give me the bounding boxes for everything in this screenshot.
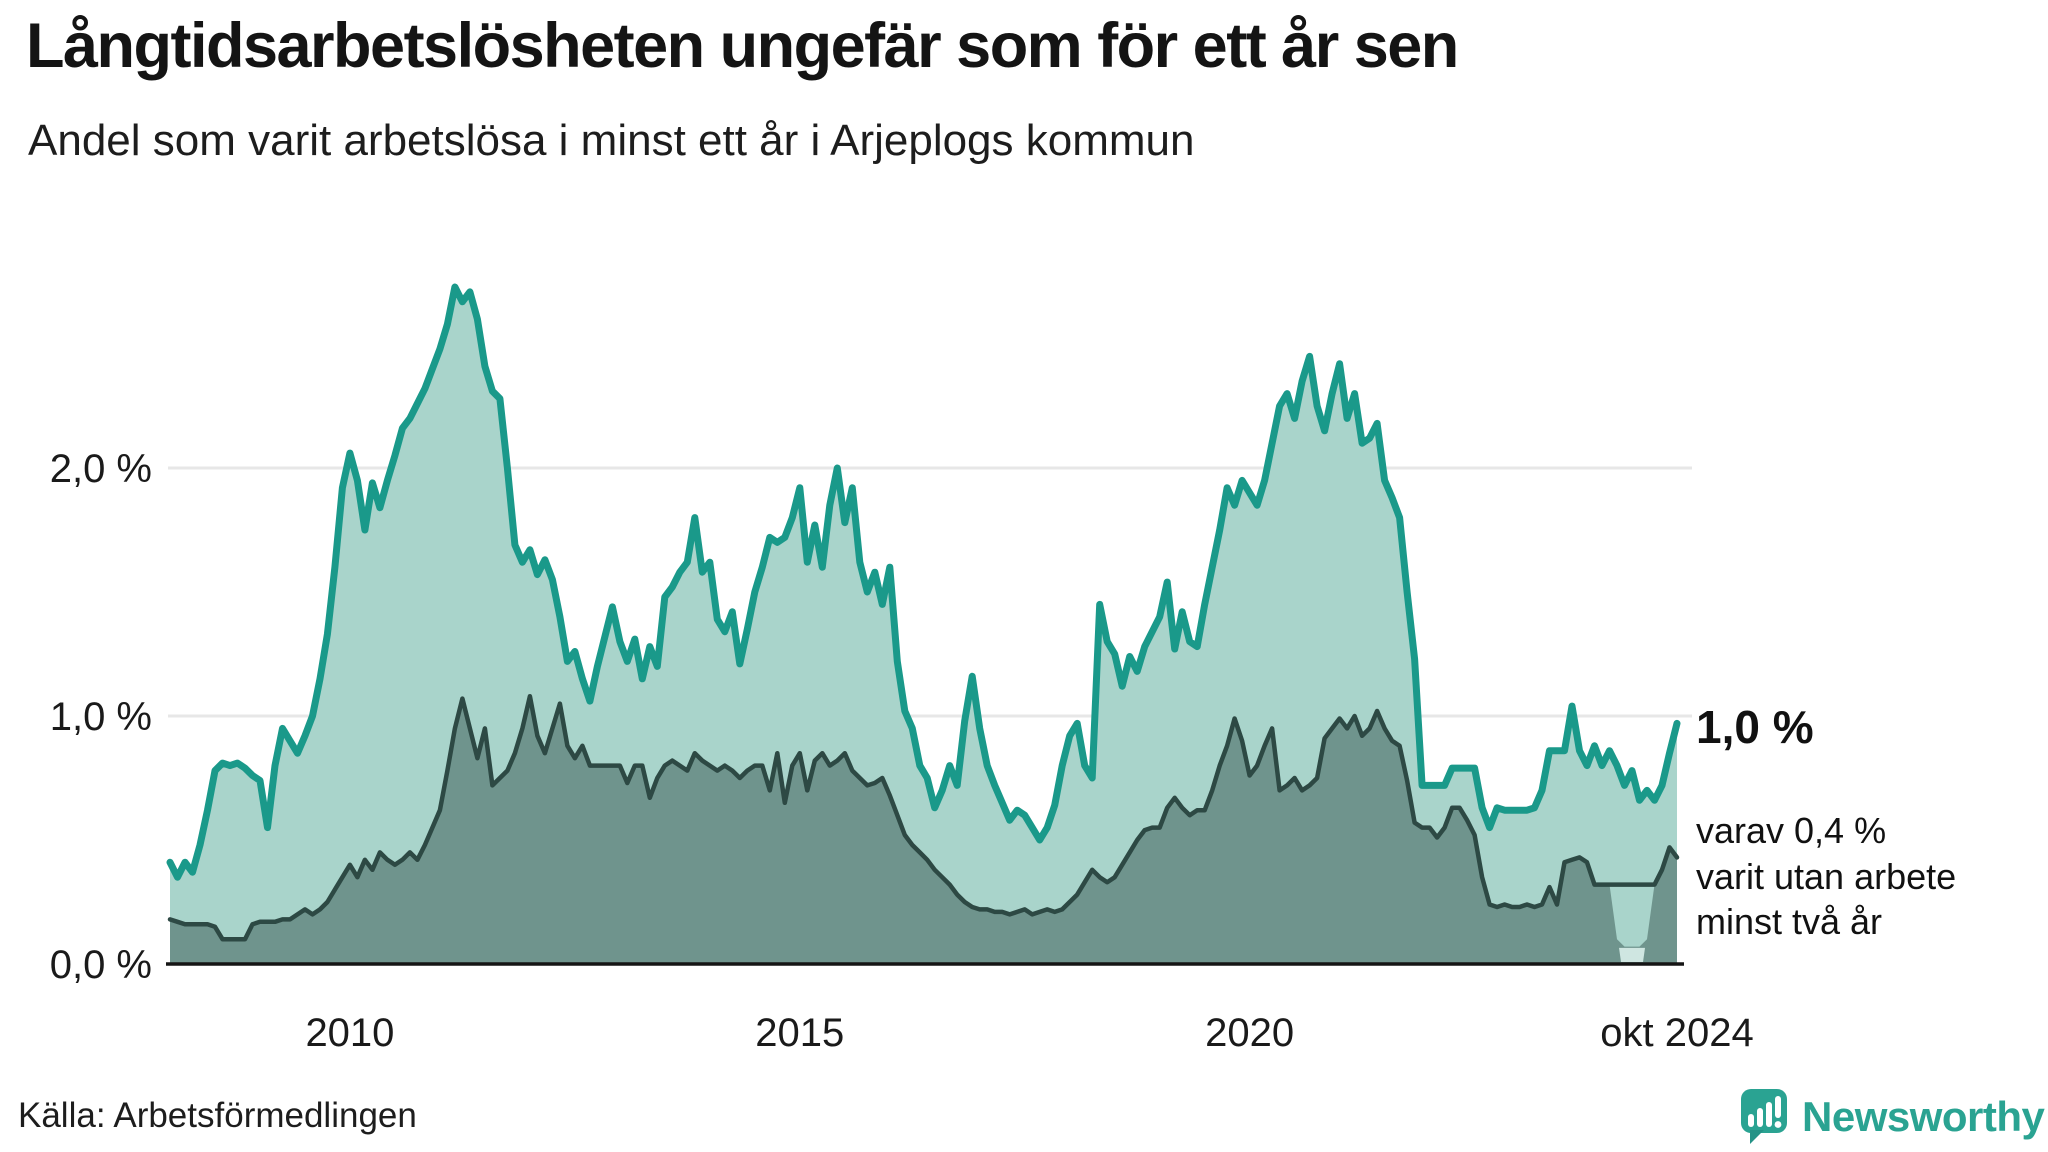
newsworthy-logo: Newsworthy [1740, 1088, 2045, 1146]
source-credit: Källa: Arbetsförmedlingen [18, 1096, 417, 1135]
x-tick-label: 2015 [755, 1011, 844, 1055]
x-tick-label: 2010 [305, 1011, 394, 1055]
y-tick-label: 2,0 % [50, 447, 152, 491]
two-year-line [167, 693, 1680, 942]
two-year-area-fill [170, 696, 1677, 964]
latest-value-label: 1,0 % [1696, 701, 1814, 753]
newsworthy-logo-text: Newsworthy [1802, 1093, 2045, 1140]
y-tick-label: 1,0 % [50, 695, 152, 739]
page-title: Långtidsarbetslösheten ungefär som för e… [26, 11, 1459, 81]
two-year-annotation: varav 0,4 % varit utan arbete minst två … [1696, 810, 1957, 943]
page-subtitle: Andel som varit arbetslösa i minst ett å… [28, 116, 1195, 165]
data-gap-notch [1619, 947, 1646, 962]
y-tick-label: 0,0 % [50, 943, 152, 987]
x-tick-label: 2020 [1205, 1011, 1294, 1055]
x-tick-label: okt 2024 [1600, 1011, 1753, 1055]
total-line [166, 283, 1681, 881]
newsworthy-logo-icon [1741, 1089, 1787, 1144]
